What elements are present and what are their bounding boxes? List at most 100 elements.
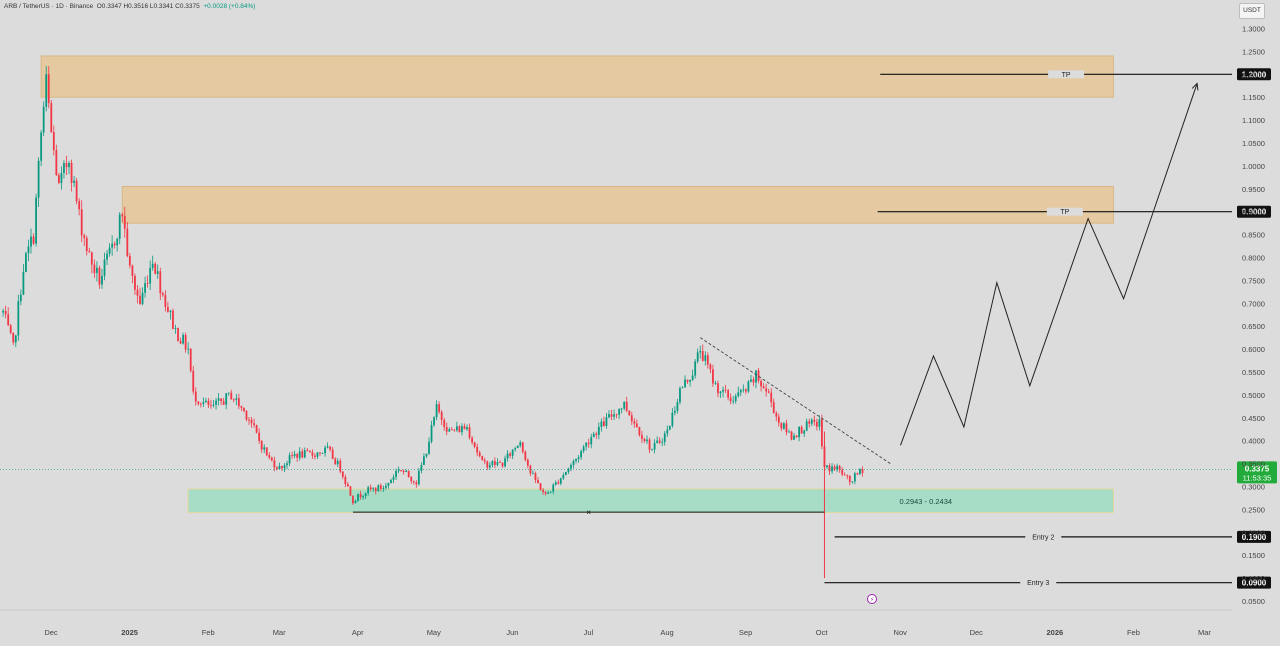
candle-body	[37, 160, 40, 198]
candle-body	[410, 476, 413, 482]
candle-body	[113, 243, 116, 246]
candle-body	[724, 389, 727, 391]
candle-body	[519, 442, 522, 446]
candle-body	[390, 479, 392, 484]
y-tick-label: 1.3000	[1242, 25, 1265, 34]
candle-body	[592, 433, 595, 438]
candle-body	[359, 493, 362, 498]
candle-body	[496, 462, 499, 465]
candle-body	[139, 295, 141, 305]
candle-body	[402, 470, 405, 473]
candle-body	[846, 475, 849, 477]
candle-body	[666, 429, 669, 434]
candle-body	[78, 201, 81, 210]
level-label-bg	[1025, 532, 1062, 541]
candle-body	[564, 471, 567, 476]
event-icon[interactable]	[867, 594, 877, 604]
candle-body	[699, 351, 702, 353]
candle-body	[372, 488, 375, 490]
candle-body	[377, 485, 380, 492]
candle-body	[177, 327, 179, 342]
candle-body	[815, 421, 818, 427]
candle-body	[615, 414, 618, 416]
candle-body	[205, 400, 207, 403]
candle-body	[755, 370, 757, 383]
candle-body	[620, 408, 623, 410]
x-tick-label: Feb	[1127, 628, 1140, 637]
candle-body	[354, 500, 357, 504]
candle-body	[836, 465, 839, 470]
candle-body	[253, 423, 255, 426]
y-tick-label: 0.4000	[1242, 437, 1265, 446]
x-tick-label: May	[427, 628, 441, 637]
candle-body	[126, 228, 129, 257]
candle-body	[275, 467, 278, 470]
candle-body	[357, 493, 359, 501]
candle-body	[265, 447, 268, 456]
candle-body	[534, 473, 537, 481]
candle-body	[689, 379, 691, 382]
candle-body	[298, 451, 301, 458]
candle-body	[63, 163, 65, 174]
y-tick-label: 1.2500	[1242, 47, 1265, 56]
candle-body	[430, 425, 433, 442]
axis-tag-bg	[1237, 530, 1271, 543]
candle-body	[296, 454, 299, 458]
candle-body	[14, 335, 17, 343]
candle-body	[164, 295, 167, 307]
candle-body	[795, 435, 798, 438]
candle-body	[608, 414, 610, 418]
candle-body	[765, 388, 768, 392]
candle-body	[506, 453, 509, 459]
candle-body	[603, 421, 605, 426]
candle-body	[260, 440, 263, 450]
candle-body	[744, 389, 747, 392]
candle-body	[93, 264, 96, 273]
candle-body	[658, 440, 661, 443]
candle-body	[179, 341, 182, 344]
candle-body	[605, 417, 608, 426]
candle-body	[55, 150, 58, 176]
candle-body	[494, 461, 496, 465]
candle-body	[668, 425, 671, 430]
candle-body	[537, 480, 539, 484]
x-tick-label: Sep	[739, 628, 752, 637]
axis-tag-bg	[1237, 576, 1271, 589]
candle-body	[838, 465, 841, 470]
candle-body	[587, 442, 590, 445]
candle-body	[73, 180, 75, 183]
candle-body	[369, 487, 372, 490]
candle-body	[516, 445, 519, 448]
candle-body	[75, 180, 78, 202]
x-tick-label: Jun	[506, 628, 518, 637]
candle-body	[509, 453, 512, 456]
candle-body	[491, 461, 494, 466]
candle-body	[207, 400, 210, 406]
candle-body	[306, 450, 309, 452]
candle-body	[803, 430, 806, 434]
candle-body	[468, 427, 471, 438]
candle-body	[352, 495, 354, 504]
candle-body	[341, 471, 344, 477]
candle-body	[308, 450, 311, 453]
candle-body	[291, 455, 294, 457]
supply-zone-1	[40, 55, 1114, 98]
axis-tag-1.2000: 1.2000	[1242, 70, 1267, 79]
candle-body	[83, 235, 86, 238]
candle-body	[762, 386, 765, 389]
candle-body	[630, 415, 633, 422]
currency-button[interactable]: USDT	[1239, 3, 1265, 19]
candle-body	[734, 396, 737, 402]
candle-body	[70, 163, 73, 183]
candle-body	[42, 106, 45, 133]
y-tick-label: 0.3000	[1242, 483, 1265, 492]
symbol-name[interactable]: ARB / TetherUS · 1D · Binance	[4, 3, 94, 10]
candle-body	[4, 310, 7, 315]
candle-body	[610, 414, 613, 417]
candle-body	[532, 473, 534, 474]
candle-body	[739, 390, 742, 393]
lightning-icon: ⚡	[870, 597, 875, 604]
candle-body	[40, 132, 43, 161]
y-tick-label: 0.9000	[1242, 208, 1265, 217]
candle-body	[643, 438, 646, 442]
